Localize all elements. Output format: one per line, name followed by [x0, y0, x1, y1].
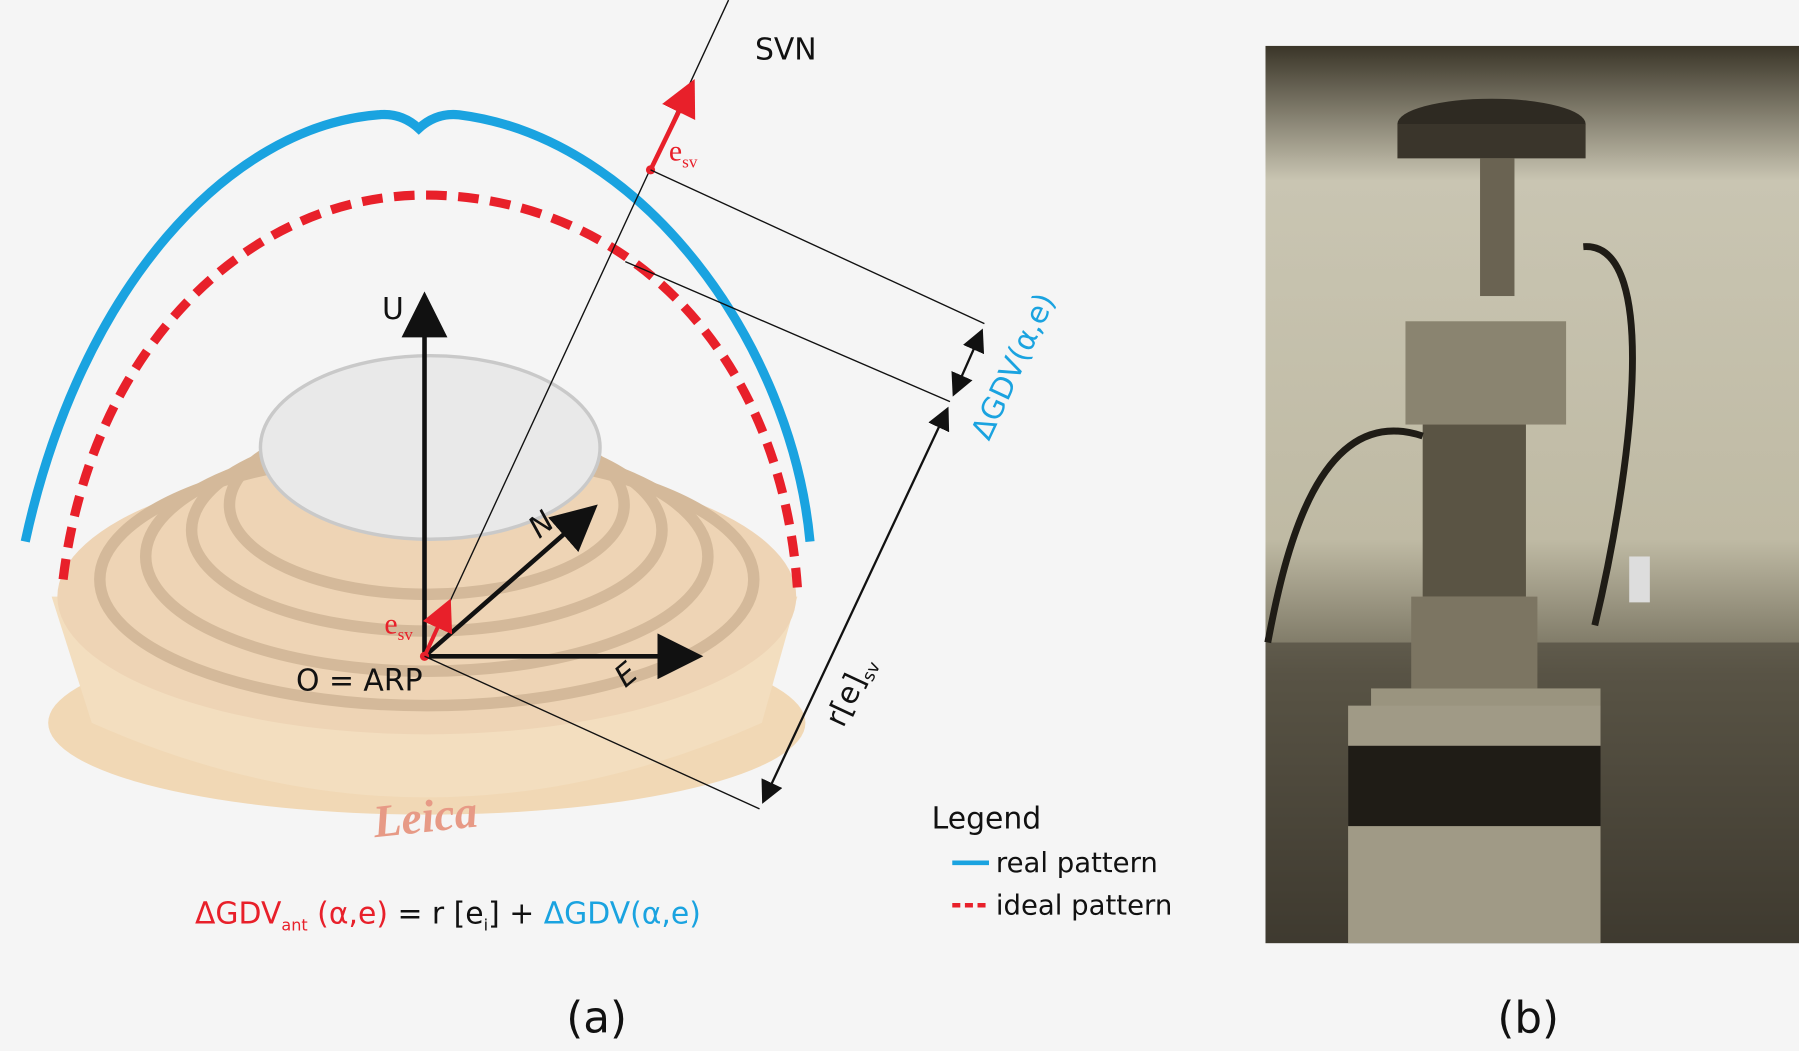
caption: (a) — [566, 994, 627, 1044]
figure: Leica SVN esv U N E esv O = ARP ΔGDV(α,e… — [0, 0, 1799, 1051]
photo — [1265, 46, 1799, 943]
legend-title: Legend — [932, 801, 1042, 836]
legend-item: real pattern — [996, 847, 1158, 879]
u-label: U — [382, 292, 404, 327]
svn-label: SVN — [755, 33, 817, 68]
caption: (b) — [1497, 994, 1559, 1044]
origin-label: O = ARP — [296, 664, 423, 699]
legend-item: ideal pattern — [996, 889, 1172, 921]
formula: ΔGDVant (α,e) = r [ei] + ΔGDV(α,e) — [195, 897, 701, 935]
